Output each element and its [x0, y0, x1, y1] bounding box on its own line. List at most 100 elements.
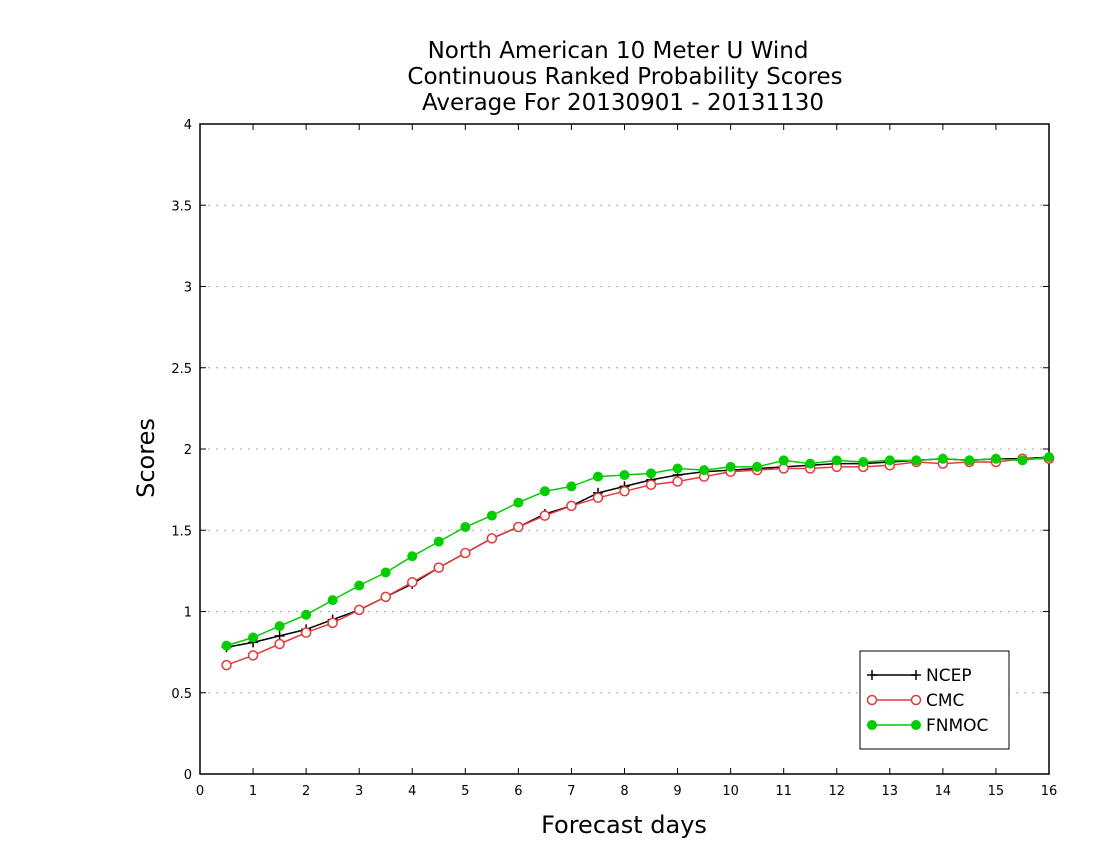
x-tick-label: 0	[196, 784, 204, 799]
y-tick-label: 0.5	[171, 687, 192, 702]
y-axis-ticks: 0 0.5 1 1.5 2 2.5 3 3.5 4	[171, 118, 1049, 783]
y-tick-label: 1	[184, 606, 192, 621]
data-point-cmc	[460, 547, 471, 559]
data-point-fnmoc	[646, 468, 657, 479]
series-line-cmc	[226, 458, 1049, 666]
legend-label-cmc: CMC	[926, 691, 964, 711]
x-tick-label: 13	[882, 784, 899, 799]
legend-marker-fnmoc-left	[867, 720, 877, 730]
data-point-cmc	[672, 476, 683, 487]
data-point-fnmoc	[592, 471, 603, 482]
data-point-fnmoc	[619, 470, 630, 480]
data-point-fnmoc	[354, 580, 365, 591]
data-point-cmc	[327, 617, 338, 629]
data-point-fnmoc	[539, 486, 550, 497]
data-point-fnmoc	[566, 481, 577, 492]
data-point-cmc	[353, 604, 365, 616]
data-point-fnmoc	[831, 455, 842, 466]
x-tick-label: 16	[1041, 784, 1058, 799]
x-tick-label: 1	[249, 784, 257, 799]
series-layer	[221, 452, 1055, 671]
data-point-fnmoc	[460, 522, 471, 532]
x-tick-label: 4	[408, 784, 416, 799]
series-line-fnmoc	[226, 456, 1050, 647]
data-point-cmc	[513, 521, 524, 533]
data-point-fnmoc	[248, 632, 259, 643]
chart-title-line-2: Continuous Ranked Probability Scores	[407, 64, 842, 90]
data-point-fnmoc	[937, 453, 948, 464]
legend-marker-fnmoc-right	[911, 720, 921, 730]
legend-marker-cmc-right	[910, 694, 922, 706]
legend-label-ncep: NCEP	[926, 666, 972, 686]
x-tick-label: 14	[935, 784, 952, 799]
y-tick-label: 1.5	[171, 524, 192, 539]
data-point-fnmoc	[1017, 455, 1028, 466]
data-point-fnmoc	[1044, 452, 1054, 463]
data-point-cmc	[592, 492, 604, 503]
data-point-fnmoc	[486, 510, 497, 521]
legend-entry-fnmoc: FNMOC	[867, 716, 988, 736]
data-point-cmc	[645, 479, 657, 490]
data-point-fnmoc	[990, 453, 1001, 464]
data-point-cmc	[300, 627, 312, 638]
x-tick-label: 7	[567, 784, 575, 799]
data-point-cmc	[274, 638, 285, 650]
y-tick-label: 2	[184, 443, 192, 458]
data-point-fnmoc	[380, 567, 391, 578]
x-axis-ticks: 0 1 2 3 4 5 6 7 8 9 10 11 12 13 14 15 16	[196, 124, 1057, 799]
x-tick-label: 5	[461, 784, 469, 799]
x-tick-label: 9	[673, 784, 681, 799]
data-point-fnmoc	[884, 455, 895, 466]
series-cmc	[221, 453, 1055, 671]
x-tick-label: 8	[620, 784, 628, 799]
data-point-fnmoc	[858, 457, 869, 467]
x-tick-label: 11	[775, 784, 792, 799]
x-tick-label: 10	[722, 784, 739, 799]
data-point-cmc	[566, 500, 577, 512]
data-point-fnmoc	[672, 463, 683, 474]
data-point-fnmoc	[752, 461, 763, 472]
y-tick-label: 3.5	[171, 199, 192, 214]
data-point-cmc	[380, 591, 391, 603]
legend-entry-ncep: NCEP	[867, 666, 972, 686]
data-point-fnmoc	[778, 455, 789, 466]
grid-lines	[200, 204, 1049, 694]
data-point-fnmoc	[964, 455, 975, 466]
chart-title-line-1: North American 10 Meter U Wind	[428, 38, 809, 64]
series-fnmoc	[221, 452, 1054, 651]
legend-entries: NCEP CMC FNMOC	[866, 666, 988, 736]
x-tick-label: 12	[828, 784, 845, 799]
data-point-fnmoc	[699, 465, 710, 476]
data-point-cmc	[433, 562, 445, 573]
data-point-cmc	[539, 510, 551, 521]
data-point-cmc	[619, 486, 630, 497]
chart-title-line-3: Average For 20130901 - 20131130	[422, 90, 824, 116]
data-point-fnmoc	[805, 458, 816, 469]
data-point-fnmoc	[274, 621, 285, 632]
data-point-cmc	[221, 659, 232, 671]
x-axis-label: Forecast days	[541, 811, 707, 839]
series-ncep	[221, 452, 1054, 653]
x-tick-label: 15	[988, 784, 1005, 799]
y-tick-label: 0	[184, 768, 192, 783]
x-tick-label: 2	[302, 784, 310, 799]
data-point-fnmoc	[301, 609, 312, 620]
data-point-fnmoc	[407, 551, 418, 562]
x-tick-label: 3	[355, 784, 363, 799]
legend-entry-cmc: CMC	[866, 691, 964, 711]
data-point-fnmoc	[725, 461, 736, 472]
data-point-cmc	[247, 650, 259, 661]
data-point-fnmoc	[327, 595, 338, 606]
data-point-fnmoc	[433, 536, 444, 547]
data-point-cmc	[407, 577, 418, 588]
data-point-fnmoc	[513, 497, 524, 508]
data-point-fnmoc	[911, 455, 922, 466]
series-line-ncep	[226, 456, 1050, 649]
legend: NCEP CMC FNMOC	[859, 650, 1010, 750]
y-tick-label: 2.5	[171, 362, 192, 377]
x-tick-label: 6	[514, 784, 522, 799]
legend-marker-cmc-left	[866, 694, 878, 706]
data-point-fnmoc	[221, 640, 232, 651]
legend-label-fnmoc: FNMOC	[926, 716, 988, 736]
